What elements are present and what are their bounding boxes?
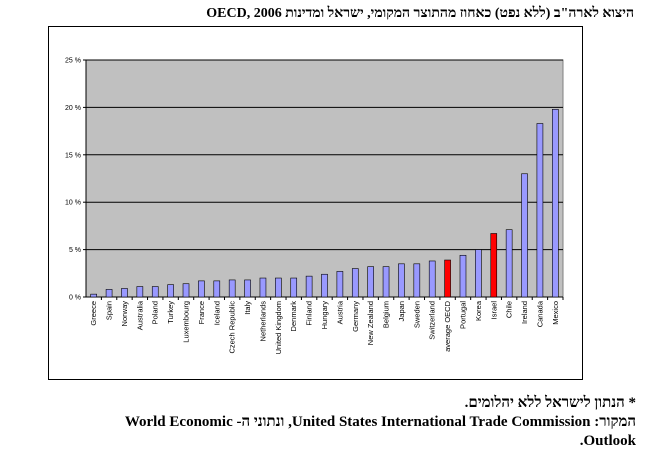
x-tick-label: Germany	[351, 301, 360, 332]
x-tick-label: Finland	[305, 301, 314, 326]
chart-frame: 0 % 5 % 10 % 15 % 20 % 25 % Greece Spain Norway A…	[48, 26, 583, 380]
bar	[521, 173, 528, 298]
bar	[475, 249, 482, 298]
x-tick-label: Sweden	[412, 301, 421, 328]
bar	[336, 271, 344, 298]
x-tick-label: Israel	[489, 301, 498, 320]
footnote-israel: * הנתון לישראל ללא יהלומים.	[464, 395, 636, 411]
x-tick-label: United Kingdom	[274, 301, 283, 354]
bar	[182, 283, 190, 298]
x-tick-label: Switzerland	[428, 301, 437, 340]
x-tick-label: Iceland	[212, 301, 221, 325]
source-line-1: המקור: United States International Trade…	[124, 414, 636, 430]
x-tick-label: Italy	[243, 301, 252, 315]
bar	[398, 263, 405, 298]
x-tick-label: Belgium	[382, 301, 391, 328]
plot-area	[85, 59, 564, 298]
bar	[490, 233, 498, 298]
x-tick-label: Poland	[151, 301, 160, 324]
bar	[321, 273, 328, 298]
x-tick-label: Turkey	[166, 301, 175, 324]
x-tick-label: Austria	[335, 300, 344, 324]
source-line-2: Outlook.	[579, 433, 636, 449]
bar	[305, 275, 313, 298]
x-tick-label: Mexico	[551, 301, 560, 325]
bar	[367, 266, 374, 298]
x-tick-label: France	[197, 301, 206, 324]
x-tick-label: Japan	[397, 301, 406, 321]
y-tick-label: 10 %	[65, 200, 81, 207]
bar	[459, 254, 467, 298]
x-tick-label: Korea	[474, 300, 483, 321]
y-tick-label: 25 %	[65, 58, 81, 65]
bar	[90, 293, 97, 298]
bar	[536, 123, 544, 298]
y-tick-label: 5 %	[69, 247, 81, 254]
chart-title: היצוא לארה"ב (ללא נפט) כאחוז מהתוצר המקו…	[206, 6, 634, 21]
x-tick-label: Ireland	[520, 301, 529, 324]
x-tick-label: Netherlands	[258, 301, 267, 342]
bar	[259, 277, 267, 298]
bar	[167, 284, 174, 298]
x-tick-label: Hungary	[320, 301, 329, 330]
bar	[428, 260, 436, 298]
x-tick-label: Greece	[89, 301, 98, 326]
x-tick-label: Denmark	[289, 301, 298, 332]
x-tick-label: Czech Republic	[228, 301, 237, 354]
bar	[151, 286, 159, 298]
bar	[228, 279, 236, 298]
x-tick-label: Luxembourg	[182, 301, 191, 343]
x-tick-label: Portugal	[458, 301, 467, 329]
bar	[244, 279, 251, 298]
x-tick-label: average OECD	[443, 300, 452, 351]
bar	[505, 229, 513, 298]
x-tick-label: Canada	[535, 300, 544, 327]
x-tick-label: New Zealand	[366, 301, 375, 345]
bar	[290, 277, 298, 298]
bar	[351, 268, 359, 298]
bar	[121, 288, 128, 298]
bar	[136, 286, 144, 298]
footnotes: * הנתון לישראל ללא יהלומים. המקור: Unite…	[48, 394, 636, 451]
bar	[444, 259, 451, 298]
bar	[413, 263, 421, 298]
x-tick-label: Norway	[120, 301, 129, 327]
bar-chart: 0 % 5 % 10 % 15 % 20 % 25 % Greece Spain Norway A…	[65, 58, 564, 354]
y-tick-label: 15 %	[65, 152, 81, 159]
bar	[382, 266, 390, 298]
x-tick-label: Chile	[505, 301, 514, 318]
bar	[198, 280, 205, 298]
bar	[275, 277, 282, 298]
bar	[105, 289, 113, 298]
y-tick-label: 20 %	[65, 105, 81, 112]
x-tick-label: Australia	[135, 300, 144, 330]
bar	[552, 108, 559, 298]
y-tick-label: 0 %	[69, 295, 81, 302]
x-tick-label: Spain	[105, 301, 114, 320]
bar	[213, 280, 221, 298]
